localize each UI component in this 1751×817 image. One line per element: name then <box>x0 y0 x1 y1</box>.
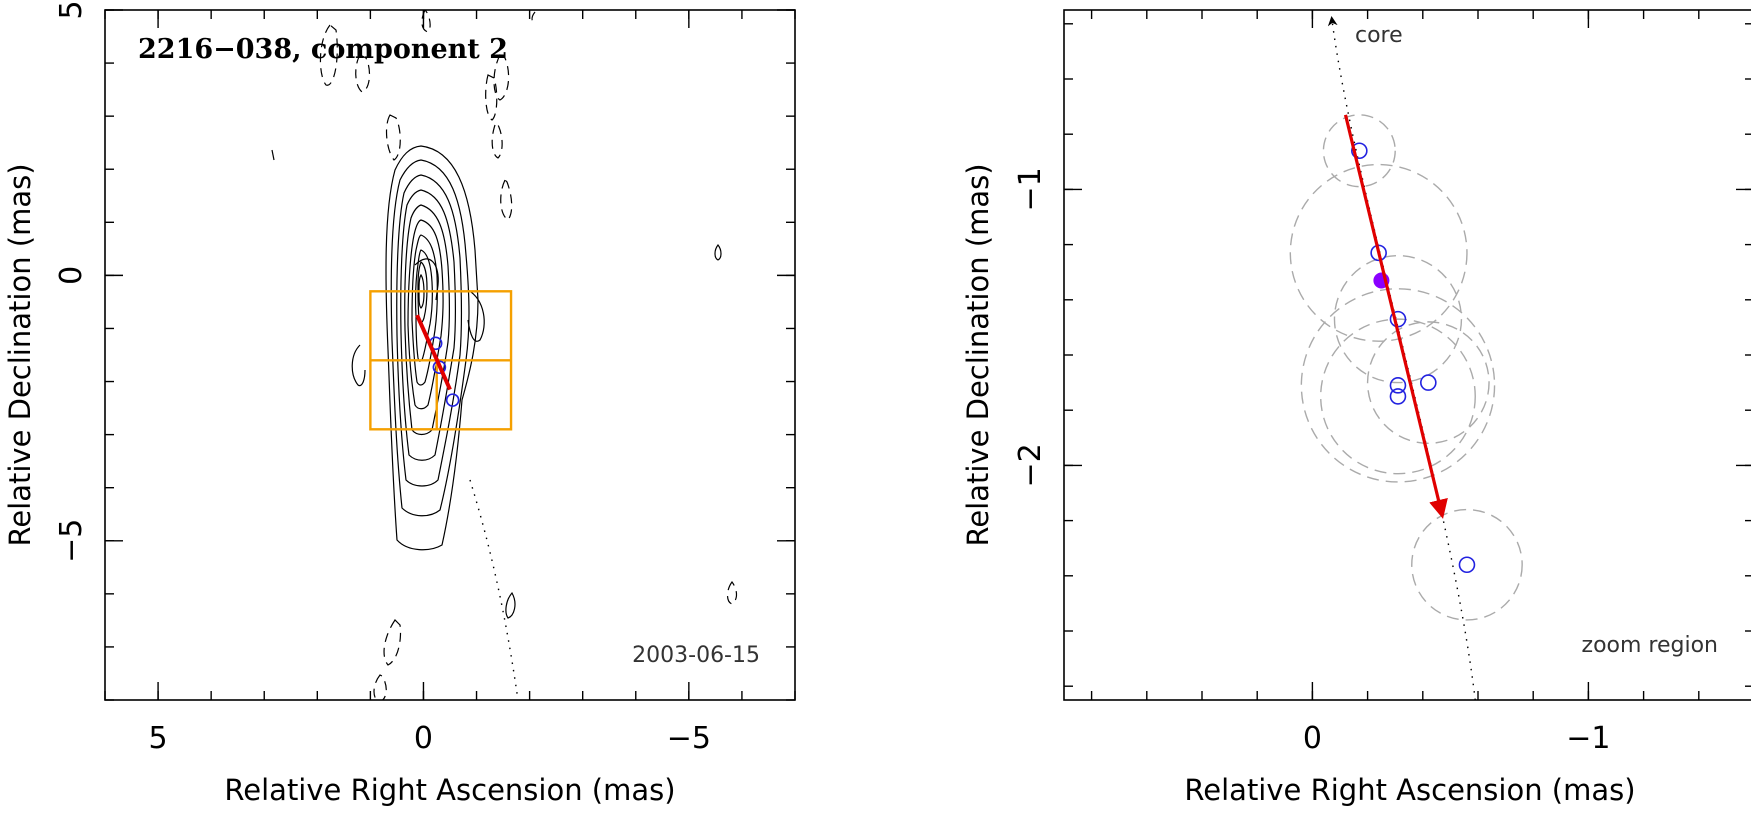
left-x-tick-label: −5 <box>667 721 711 756</box>
left-y-tick-label: −5 <box>54 519 89 563</box>
right-component-marker <box>1389 377 1407 394</box>
right-component-marker <box>1351 142 1368 160</box>
component-size-circles <box>1289 114 1523 621</box>
component-size-circle <box>1333 254 1463 384</box>
right-y-axis-label: Relative Declination (mas) <box>961 163 995 546</box>
left-date: 2003-06-15 <box>632 643 760 668</box>
right-panel: 0 −1 −1 −2 core zoom region Relative Right … <box>961 9 1751 807</box>
right-ticks <box>1064 10 1751 700</box>
core-label: core <box>1355 23 1403 48</box>
left-panel: 5 0 −5 5 0 −5 2216−038, component 2 2003-06-1… <box>3 0 796 807</box>
left-axes-frame <box>104 9 796 701</box>
right-motion-vector <box>1343 114 1448 519</box>
right-component-marker <box>1420 374 1437 391</box>
positive-contours <box>271 145 722 619</box>
right-x-tick-label: −1 <box>1566 721 1610 756</box>
right-component-marker <box>1389 388 1407 405</box>
right-tick-labels: 0 −1 −1 −2 <box>1013 167 1611 756</box>
zoom-region-label: zoom region <box>1582 633 1718 658</box>
negative-contours <box>319 10 738 700</box>
left-motion-vector <box>415 314 452 391</box>
right-x-axis-label: Relative Right Ascension (mas) <box>1184 773 1635 807</box>
left-tick-labels: 5 0 −5 5 0 −5 <box>54 0 711 756</box>
component-size-circle <box>1319 318 1476 475</box>
left-x-tick-label: 0 <box>414 721 433 756</box>
component-size-circle <box>1411 508 1523 621</box>
right-axes-frame <box>1063 9 1751 701</box>
right-trajectory <box>1327 16 1476 700</box>
left-trajectory <box>469 479 519 700</box>
left-x-tick-label: 5 <box>149 721 168 756</box>
right-y-tick-label: −1 <box>1013 167 1048 211</box>
left-title: 2216−038, component 2 <box>138 34 508 65</box>
left-component-marker <box>445 393 460 407</box>
left-y-tick-label: 0 <box>54 266 89 285</box>
component-size-circle <box>1366 321 1490 445</box>
right-y-tick-label: −2 <box>1013 443 1048 487</box>
right-components <box>1351 142 1476 574</box>
right-component-marker <box>1458 556 1476 574</box>
left-vector-line <box>415 314 452 391</box>
component-size-circle <box>1289 163 1468 342</box>
left-ticks <box>104 9 796 701</box>
component-size-circle <box>1322 114 1396 188</box>
left-y-tick-label: 5 <box>54 0 89 19</box>
component-size-circle <box>1300 288 1496 483</box>
right-x-tick-label: 0 <box>1303 721 1322 756</box>
left-x-axis-label: Relative Right Ascension (mas) <box>224 773 675 807</box>
right-vector-line <box>1343 114 1448 519</box>
contour-map <box>271 10 738 700</box>
left-y-axis-label: Relative Declination (mas) <box>3 163 37 546</box>
